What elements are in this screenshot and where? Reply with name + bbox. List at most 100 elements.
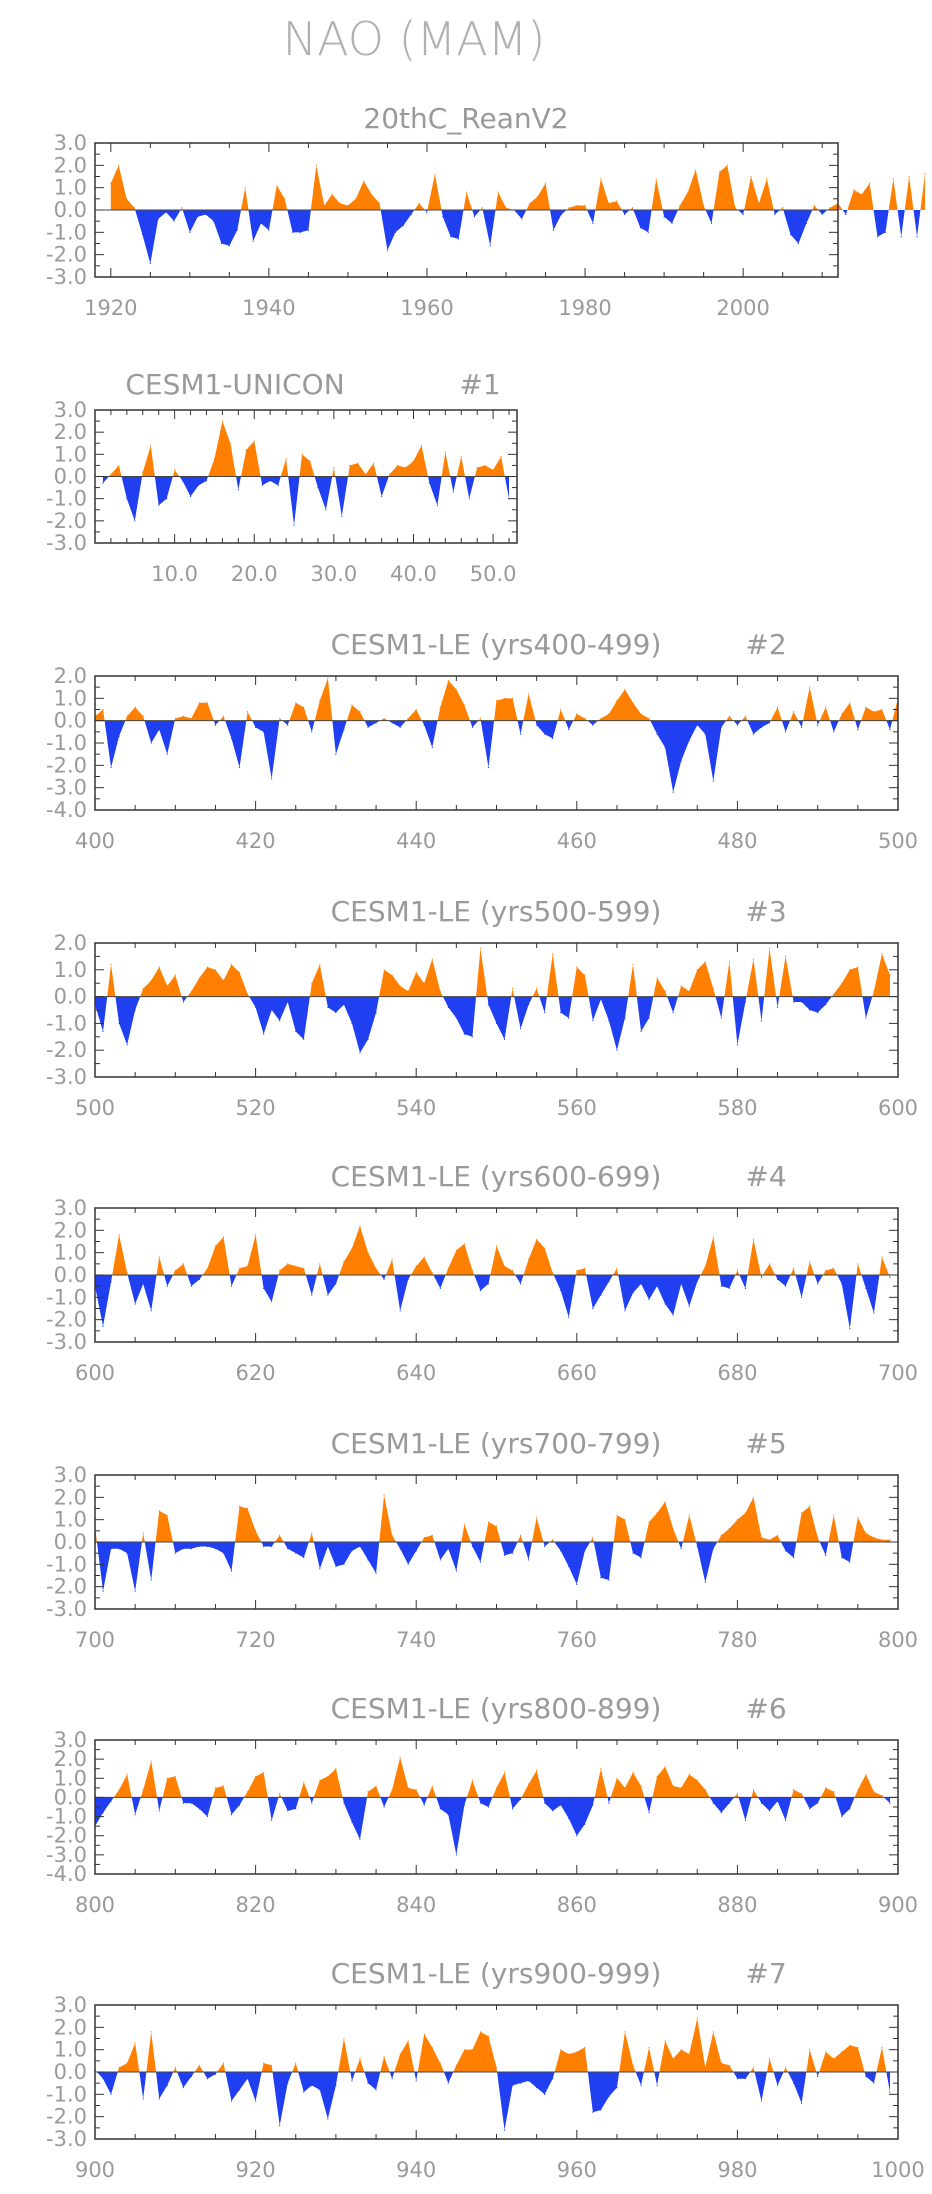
data-point (182, 1263, 184, 1265)
data-point (263, 1771, 265, 1774)
data-point (415, 1789, 417, 1791)
data-point (736, 724, 739, 726)
x-tick-label: 520 (236, 1096, 276, 1120)
data-point (760, 726, 763, 728)
x-tick-label: 2000 (716, 296, 769, 320)
data-point (656, 2084, 658, 2086)
data-point (399, 1756, 401, 1758)
data-point (391, 974, 393, 976)
panel-title: CESM1-LE (yrs700-799) (331, 1427, 662, 1460)
data-point (544, 1545, 546, 1548)
y-tick-label: -3.0 (46, 1597, 87, 1621)
data-point (150, 1579, 152, 1581)
data-point (592, 1804, 594, 1806)
data-point (279, 1793, 281, 1795)
data-point (455, 1249, 457, 1252)
data-point (736, 2078, 739, 2080)
data-point (190, 717, 192, 720)
data-point (696, 1545, 698, 1548)
data-point (150, 444, 152, 447)
data-point (809, 1505, 811, 1507)
positive-area (95, 2018, 890, 2072)
data-point (415, 1265, 417, 1267)
data-point (230, 1285, 233, 1287)
y-tick-label: 1.0 (54, 1766, 87, 1790)
data-point (809, 1261, 811, 1263)
data-point (102, 1030, 104, 1033)
data-point (817, 1283, 819, 1285)
data-point (428, 482, 431, 484)
data-point (463, 704, 465, 706)
data-point (865, 2075, 867, 2078)
data-point (672, 1012, 674, 1014)
y-tick-label: -2.0 (46, 753, 87, 777)
data-point (386, 249, 389, 251)
x-tick-label: 760 (557, 1628, 597, 1652)
data-point (174, 1269, 176, 1272)
data-point (511, 1808, 514, 1810)
data-point (744, 2078, 747, 2080)
data-point (632, 963, 634, 966)
data-point (817, 1012, 819, 1014)
data-point (279, 1020, 281, 1022)
data-point (865, 1017, 867, 1019)
data-point (528, 1783, 530, 1785)
panel-4: CESM1-LE (yrs500-599) #3 2.0 1.0 0.0-1.0 -2.0… (46, 895, 918, 1120)
data-point (418, 202, 420, 204)
data-point (841, 982, 843, 984)
data-point (319, 1568, 321, 1570)
data-point (339, 202, 341, 204)
x-tick-label: 820 (236, 1893, 276, 1917)
data-point (238, 1804, 241, 1806)
data-point (833, 2058, 835, 2060)
data-point (495, 1022, 498, 1024)
data-point (688, 1773, 690, 1776)
data-point (367, 726, 369, 728)
data-point (327, 2118, 329, 2120)
data-point (399, 726, 401, 728)
data-point (292, 231, 294, 233)
data-point (817, 724, 819, 726)
data-point (190, 1548, 192, 1550)
data-point (423, 1256, 425, 1258)
data-point (857, 729, 859, 731)
data-point (528, 2080, 530, 2082)
data-point (495, 699, 498, 702)
data-point (166, 2084, 168, 2086)
data-point (608, 2095, 610, 2098)
data-point (303, 2091, 305, 2093)
data-point (373, 462, 375, 464)
data-point (782, 207, 784, 209)
data-point (776, 706, 779, 708)
y-tick-label: 3.0 (54, 1728, 87, 1752)
data-point (623, 213, 626, 216)
data-point (776, 2084, 779, 2086)
data-point (519, 1534, 522, 1536)
data-point (423, 1804, 425, 1806)
data-point (423, 1536, 425, 1539)
data-point (317, 486, 319, 489)
data-point (351, 2080, 353, 2082)
data-point (704, 961, 706, 963)
data-point (311, 1802, 313, 1804)
data-point (315, 164, 317, 166)
y-tick-label: -2.0 (46, 243, 87, 267)
data-point (394, 231, 396, 233)
data-point (704, 1265, 706, 1267)
x-tick-label: 780 (717, 1628, 757, 1652)
data-point (640, 1785, 642, 1787)
data-point (720, 1812, 722, 1814)
data-point (165, 211, 167, 213)
data-point (343, 1004, 345, 1006)
data-point (383, 1494, 385, 1496)
data-point (447, 1006, 449, 1008)
data-point (672, 2058, 674, 2060)
data-point (680, 1548, 682, 1550)
data-point (303, 706, 305, 708)
data-point (431, 1785, 433, 1787)
data-point (277, 484, 279, 486)
data-point (458, 238, 460, 240)
data-point (784, 1819, 787, 1821)
data-point (351, 1022, 353, 1024)
data-point (214, 1548, 217, 1550)
